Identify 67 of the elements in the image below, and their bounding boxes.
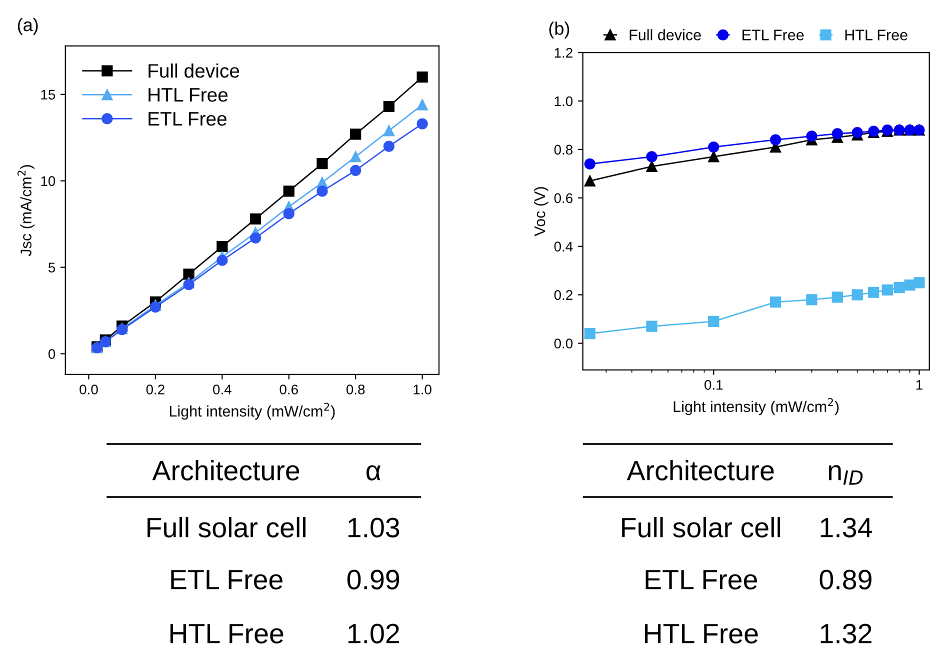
legend-label: HTL Free bbox=[148, 88, 228, 102]
point bbox=[250, 232, 262, 244]
text: 1.32 bbox=[820, 624, 872, 644]
point bbox=[216, 240, 228, 252]
y-tick-label: 5 bbox=[48, 262, 56, 272]
x-tick-label: 0.0 bbox=[80, 384, 98, 394]
point bbox=[150, 302, 161, 313]
point bbox=[216, 254, 228, 266]
text: 0.89 bbox=[820, 570, 872, 590]
x-tick-label: 0.2 bbox=[146, 384, 164, 394]
text: 1.02 bbox=[348, 624, 400, 644]
point bbox=[283, 208, 294, 220]
text: Architecture bbox=[626, 460, 774, 480]
chart-title: (a) bbox=[18, 18, 38, 35]
point bbox=[383, 140, 394, 152]
point bbox=[383, 100, 394, 112]
legend-label: HTL Free bbox=[845, 30, 908, 40]
y-tick-label: 15 bbox=[41, 90, 56, 100]
text: 1.03 bbox=[348, 518, 400, 538]
point bbox=[416, 118, 428, 130]
y-axis-title: Jsc (mA/cm$^{2}$) bbox=[18, 165, 34, 256]
x-tick-label: 0.6 bbox=[280, 384, 298, 394]
y-tick-label: 0.2 bbox=[554, 290, 572, 300]
point bbox=[416, 72, 428, 83]
text: ETL Free bbox=[171, 570, 282, 590]
point bbox=[183, 279, 194, 290]
x-tick-label: 1 bbox=[916, 380, 922, 390]
text: Architecture bbox=[152, 460, 300, 480]
y-tick-label: 0.0 bbox=[554, 338, 573, 348]
point bbox=[383, 125, 394, 136]
text: Full solar cell bbox=[622, 517, 780, 538]
y-tick-label: 0 bbox=[48, 349, 56, 359]
text: Full solar cell bbox=[148, 517, 306, 538]
point bbox=[316, 186, 328, 197]
x-tick-label: 0.4 bbox=[213, 384, 232, 394]
point bbox=[316, 158, 328, 170]
point bbox=[416, 99, 428, 110]
x-tick-label: 0.1 bbox=[704, 380, 723, 390]
text: 1.34 bbox=[820, 518, 872, 538]
text: α bbox=[366, 465, 381, 480]
text: HTL Free bbox=[645, 624, 758, 644]
y-tick-label: 1.0 bbox=[554, 96, 573, 106]
y-tick-label: 1.2 bbox=[554, 48, 572, 58]
chart-title: (b) bbox=[549, 22, 570, 38]
point bbox=[350, 164, 362, 176]
x-axis-title: Light intensity (mW/cm$^{2}$) bbox=[674, 398, 839, 416]
legend-label: Full device bbox=[148, 63, 240, 78]
legend-label: ETL Free bbox=[148, 112, 226, 126]
point bbox=[250, 213, 262, 224]
x-tick-label: 1.0 bbox=[414, 384, 432, 394]
legend-label: ETL Free bbox=[742, 30, 804, 40]
point bbox=[183, 268, 194, 280]
text: HTL Free bbox=[170, 624, 284, 644]
text: n$_{ID}$ bbox=[828, 465, 863, 485]
point bbox=[350, 128, 362, 140]
y-axis-title: Voc (V) bbox=[534, 187, 548, 236]
legend-label: Full device bbox=[630, 29, 701, 40]
y-tick-label: 0.8 bbox=[554, 144, 572, 155]
text: 0.99 bbox=[347, 570, 400, 590]
point bbox=[283, 186, 294, 197]
y-tick-label: 10 bbox=[41, 176, 56, 186]
x-axis-title: Light intensity (mW/cm$^{2}$) bbox=[170, 402, 335, 420]
point bbox=[350, 151, 362, 162]
y-tick-label: 0.4 bbox=[554, 242, 573, 252]
x-tick-label: 0.8 bbox=[346, 384, 365, 394]
text: ETL Free bbox=[646, 570, 758, 590]
y-tick-label: 0.6 bbox=[554, 193, 572, 204]
